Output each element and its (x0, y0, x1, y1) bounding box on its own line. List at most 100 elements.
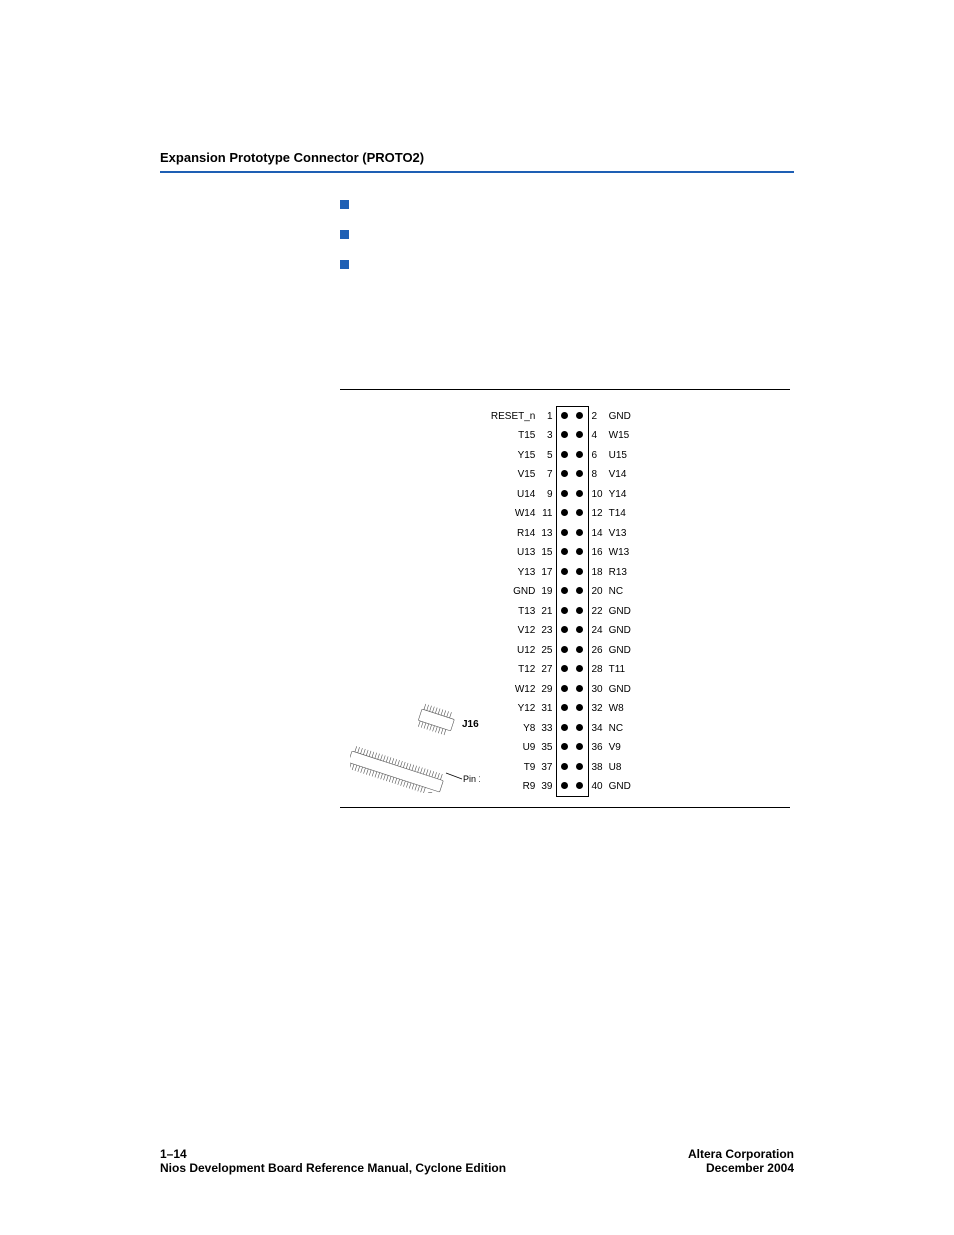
figure-block: J16 Pin 1 RESET_n12GNDT1534W15Y1556U15V1… (340, 389, 794, 808)
pin-left-label: Y13 (484, 563, 538, 583)
pin-left-num: 33 (538, 719, 556, 739)
pin-left-label: U9 (484, 738, 538, 758)
pin-right-label: T11 (606, 660, 646, 680)
pin-dot (572, 621, 588, 641)
pin-dot (556, 621, 572, 641)
pin-left-num: 23 (538, 621, 556, 641)
pin-left-label: U12 (484, 641, 538, 661)
pin-right-label: GND (606, 641, 646, 661)
bullet-icon (340, 260, 349, 269)
pin-left-label: W12 (484, 680, 538, 700)
pin-right-num: 30 (588, 680, 606, 700)
pin-dot (556, 602, 572, 622)
pin-right-label: GND (606, 621, 646, 641)
pin-right-label: V9 (606, 738, 646, 758)
pin-right-num: 34 (588, 719, 606, 739)
pin-dot (556, 426, 572, 446)
pin-left-num: 25 (538, 641, 556, 661)
pin-dot (556, 777, 572, 797)
pin-dot (572, 758, 588, 778)
pin-right-num: 14 (588, 524, 606, 544)
pin-left-label: T12 (484, 660, 538, 680)
pin-dot (572, 504, 588, 524)
pin-dot (572, 446, 588, 466)
pin-dot (556, 524, 572, 544)
pin-right-label: T14 (606, 504, 646, 524)
pin-dot (572, 524, 588, 544)
pin-right-num: 12 (588, 504, 606, 524)
pin-right-label: V13 (606, 524, 646, 544)
pin-dot (556, 641, 572, 661)
pin-left-num: 19 (538, 582, 556, 602)
pin-right-label: U8 (606, 758, 646, 778)
pin-right-num: 20 (588, 582, 606, 602)
pin-left-num: 5 (538, 446, 556, 466)
pin-left-num: 21 (538, 602, 556, 622)
pin-dot (572, 680, 588, 700)
pin-right-num: 32 (588, 699, 606, 719)
pin-dot (572, 641, 588, 661)
connector-label: J16 (462, 719, 479, 730)
bullet-icon (340, 200, 349, 209)
pin-right-num: 16 (588, 543, 606, 563)
pin-right-label: GND (606, 680, 646, 700)
pin-left-label: Y15 (484, 446, 538, 466)
pin-right-num: 22 (588, 602, 606, 622)
pin-dot (556, 543, 572, 563)
pin-left-num: 29 (538, 680, 556, 700)
pin-left-num: 27 (538, 660, 556, 680)
pin-right-num: 40 (588, 777, 606, 797)
pin-right-label: Y14 (606, 485, 646, 505)
pin-left-label: V12 (484, 621, 538, 641)
pin-right-label: W8 (606, 699, 646, 719)
pin-left-num: 17 (538, 563, 556, 583)
pin-dot (572, 407, 588, 427)
company-name: Altera Corporation (688, 1147, 794, 1161)
pin-right-label: U15 (606, 446, 646, 466)
pin-left-num: 1 (538, 407, 556, 427)
pin-dot (572, 465, 588, 485)
bullet-item (340, 257, 794, 269)
pin-right-num: 38 (588, 758, 606, 778)
page-footer: 1–14 Nios Development Board Reference Ma… (160, 1147, 794, 1175)
pin-right-label: NC (606, 719, 646, 739)
figure-rule (340, 807, 790, 808)
pin-right-num: 36 (588, 738, 606, 758)
pin-right-num: 2 (588, 407, 606, 427)
pin-right-label: GND (606, 777, 646, 797)
pin-table: RESET_n12GNDT1534W15Y1556U15V1578V14U149… (484, 406, 645, 797)
pin-dot (556, 680, 572, 700)
bullet-icon (340, 230, 349, 239)
pin-dot (572, 660, 588, 680)
pin-dot (572, 485, 588, 505)
pin-right-num: 6 (588, 446, 606, 466)
pin-dot (572, 543, 588, 563)
pin1-label: Pin 1 (463, 774, 480, 784)
pin-right-num: 8 (588, 465, 606, 485)
pin-diagram: J16 Pin 1 RESET_n12GNDT1534W15Y1556U15V1… (340, 406, 790, 797)
pin-dot (556, 465, 572, 485)
pin-dot (556, 738, 572, 758)
pin-right-num: 26 (588, 641, 606, 661)
pin-dot (572, 582, 588, 602)
section-title: Expansion Prototype Connector (PROTO2) (160, 150, 794, 165)
pin-right-label: W15 (606, 426, 646, 446)
pin-right-num: 4 (588, 426, 606, 446)
pin-dot (556, 758, 572, 778)
pin-dot (572, 699, 588, 719)
header-rule (160, 171, 794, 173)
connector-illustration: J16 Pin 1 (350, 703, 480, 793)
pin-right-label: NC (606, 582, 646, 602)
pin-dot (572, 602, 588, 622)
pin-left-label: Y8 (484, 719, 538, 739)
page-number: 1–14 (160, 1147, 187, 1161)
pin-right-num: 24 (588, 621, 606, 641)
pin-dot (572, 777, 588, 797)
pin-dot (572, 426, 588, 446)
pin-left-label: RESET_n (484, 407, 538, 427)
pin-left-label: U14 (484, 485, 538, 505)
pin-left-num: 3 (538, 426, 556, 446)
manual-title: Nios Development Board Reference Manual,… (160, 1161, 506, 1175)
pin-dot (556, 660, 572, 680)
pin-left-label: U13 (484, 543, 538, 563)
